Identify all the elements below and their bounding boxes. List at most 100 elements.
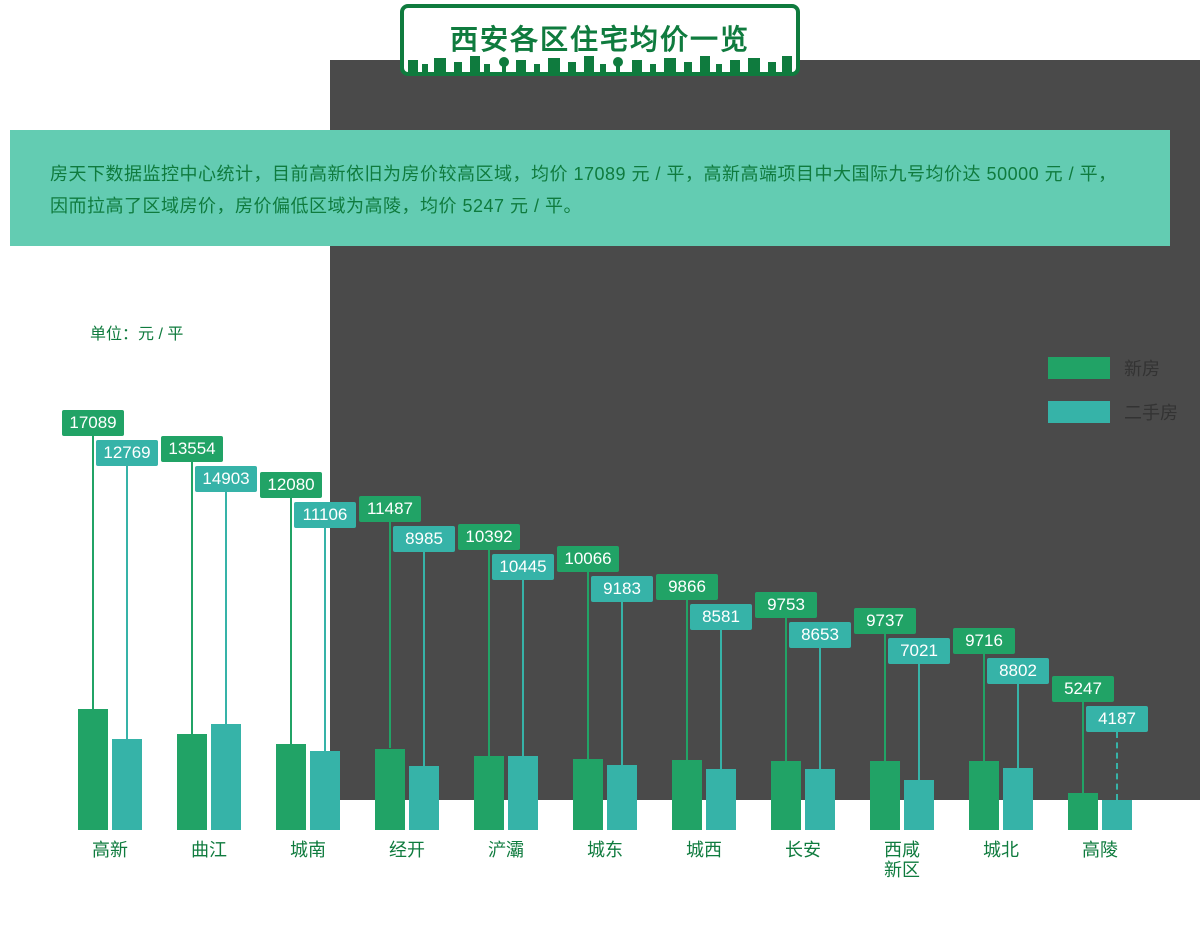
value-pin-series-b: 4187: [1086, 706, 1148, 732]
axis-category-label: 高新: [68, 840, 152, 860]
pin-stem: [621, 602, 623, 765]
value-pin-series-a: 5247: [1052, 676, 1114, 702]
bar-series-b: [508, 756, 538, 830]
value-pin-series-b: 8581: [690, 604, 752, 630]
value-pin-series-a: 13554: [161, 436, 223, 462]
bar-series-a: [177, 734, 207, 830]
value-pin-series-b: 12769: [96, 440, 158, 466]
value-label: 13554: [161, 436, 223, 462]
value-label: 10066: [557, 546, 619, 572]
value-label: 4187: [1086, 706, 1148, 732]
pin-stem: [389, 522, 391, 748]
pin-stem: [884, 634, 886, 761]
bar-series-a: [969, 761, 999, 830]
axis-category-label: 浐灞: [464, 840, 548, 860]
value-pin-series-b: 10445: [492, 554, 554, 580]
bar-series-a: [870, 761, 900, 830]
legend-item-new: 新房: [1048, 355, 1178, 381]
pin-stem: [785, 618, 787, 761]
chart-axis-labels: 高新曲江城南经开浐灞城东城西长安西咸新区城北高陵: [68, 840, 1158, 880]
value-label: 5247: [1052, 676, 1114, 702]
pin-stem: [126, 466, 128, 739]
value-label: 11487: [359, 496, 421, 522]
axis-category-label: 城南: [266, 840, 350, 860]
bar-group: 98668581: [662, 400, 746, 830]
bar-series-a: [1068, 793, 1098, 830]
value-pin-series-b: 11106: [294, 502, 356, 528]
bar-series-b: [607, 765, 637, 830]
axis-category-label: 西咸新区: [860, 840, 944, 880]
value-label: 8653: [789, 622, 851, 648]
value-pin-series-b: 7021: [888, 638, 950, 664]
bar-group: 52474187: [1058, 400, 1142, 830]
value-pin-series-a: 10066: [557, 546, 619, 572]
value-label: 10445: [492, 554, 554, 580]
pin-stem: [225, 492, 227, 724]
value-label: 9866: [656, 574, 718, 600]
pin-stem: [92, 436, 94, 709]
value-pin-series-a: 9737: [854, 608, 916, 634]
value-label: 8802: [987, 658, 1049, 684]
bar-series-b: [706, 769, 736, 830]
value-label: 12769: [96, 440, 158, 466]
value-label: 9737: [854, 608, 916, 634]
bar-series-b: [211, 724, 241, 830]
bar-series-a: [474, 756, 504, 830]
pin-stem: [423, 552, 425, 766]
bar-group: 97377021: [860, 400, 944, 830]
bar-group: 97168802: [959, 400, 1043, 830]
value-pin-series-a: 9716: [953, 628, 1015, 654]
pin-stem: [191, 462, 193, 734]
value-pin-series-b: 14903: [195, 466, 257, 492]
pin-stem: [1017, 684, 1019, 768]
bar-series-a: [771, 761, 801, 830]
bar-group: 100669183: [563, 400, 647, 830]
bar-group: 1708912769: [68, 400, 152, 830]
axis-category-label: 城北: [959, 840, 1043, 860]
axis-category-label: 高陵: [1058, 840, 1142, 860]
pin-stem: [918, 664, 920, 780]
bar-series-a: [573, 759, 603, 830]
value-label: 9716: [953, 628, 1015, 654]
pin-stem: [488, 550, 490, 756]
pin-stem: [686, 600, 688, 760]
unit-label: 单位：元 / 平: [90, 320, 183, 344]
pin-stem: [324, 528, 326, 751]
chart-plot: 1708912769135541490312080111061148789851…: [68, 400, 1158, 830]
bar-series-a: [375, 749, 405, 831]
bar-series-a: [276, 744, 306, 830]
value-pin-series-b: 8802: [987, 658, 1049, 684]
value-label: 17089: [62, 410, 124, 436]
bar-series-b: [1003, 768, 1033, 830]
value-pin-series-a: 9866: [656, 574, 718, 600]
bar-group: 1208011106: [266, 400, 350, 830]
bar-series-b: [310, 751, 340, 830]
value-pin-series-a: 10392: [458, 524, 520, 550]
value-pin-series-b: 8653: [789, 622, 851, 648]
pin-stem: [983, 654, 985, 761]
value-label: 9183: [591, 576, 653, 602]
bar-series-b: [805, 769, 835, 830]
title-banner: 西安各区住宅均价一览: [400, 4, 800, 76]
value-pin-series-a: 9753: [755, 592, 817, 618]
axis-category-label: 城西: [662, 840, 746, 860]
title-skyline-icon: [404, 52, 796, 72]
value-pin-series-b: 9183: [591, 576, 653, 602]
bar-series-b: [409, 766, 439, 830]
bar-series-b: [1102, 800, 1132, 830]
pin-stem: [720, 630, 722, 769]
bar-group: 97538653: [761, 400, 845, 830]
title-box: 西安各区住宅均价一览: [400, 4, 800, 76]
pin-stem: [1116, 732, 1118, 800]
pin-stem: [819, 648, 821, 769]
pin-stem: [522, 580, 524, 756]
axis-category-label: 城东: [563, 840, 647, 860]
pin-stem: [290, 498, 292, 744]
bar-series-b: [112, 739, 142, 830]
pin-stem: [587, 572, 589, 759]
value-pin-series-a: 12080: [260, 472, 322, 498]
value-pin-series-a: 11487: [359, 496, 421, 522]
legend-label-new: 新房: [1124, 355, 1160, 381]
value-label: 8581: [690, 604, 752, 630]
value-label: 12080: [260, 472, 322, 498]
